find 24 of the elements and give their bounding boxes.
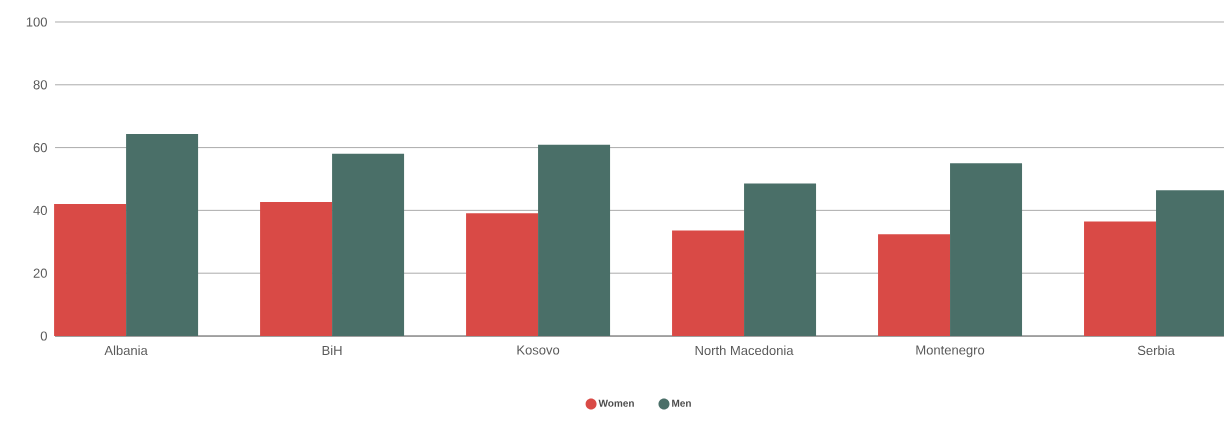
- bar: [466, 213, 539, 336]
- y-tick-label: 60: [33, 142, 47, 153]
- y-tick-label: 80: [33, 80, 47, 90]
- y-tick-label: 0: [40, 331, 47, 341]
- legend-label: Women: [598, 399, 634, 407]
- legend-label: Men: [672, 399, 691, 407]
- y-tick-label: 20: [33, 268, 47, 278]
- x-tick-label: BiH: [322, 345, 342, 355]
- bar: [878, 234, 951, 336]
- x-tick-label: North Macedonia: [695, 345, 794, 356]
- bar: [950, 163, 1023, 336]
- bar: [744, 183, 817, 336]
- bar: [538, 144, 611, 336]
- x-tick-label: Albania: [104, 345, 148, 356]
- bar: [54, 204, 127, 336]
- x-tick-label: Montenegro: [916, 345, 985, 358]
- y-tick-label: 100: [26, 17, 47, 27]
- bar: [672, 230, 745, 336]
- x-tick-label: Serbia: [1137, 345, 1175, 356]
- bar: [126, 134, 199, 336]
- bar: [260, 201, 333, 336]
- x-tick-label: Kosovo: [517, 345, 560, 355]
- bar: [332, 153, 405, 336]
- y-tick-label: 40: [33, 205, 47, 215]
